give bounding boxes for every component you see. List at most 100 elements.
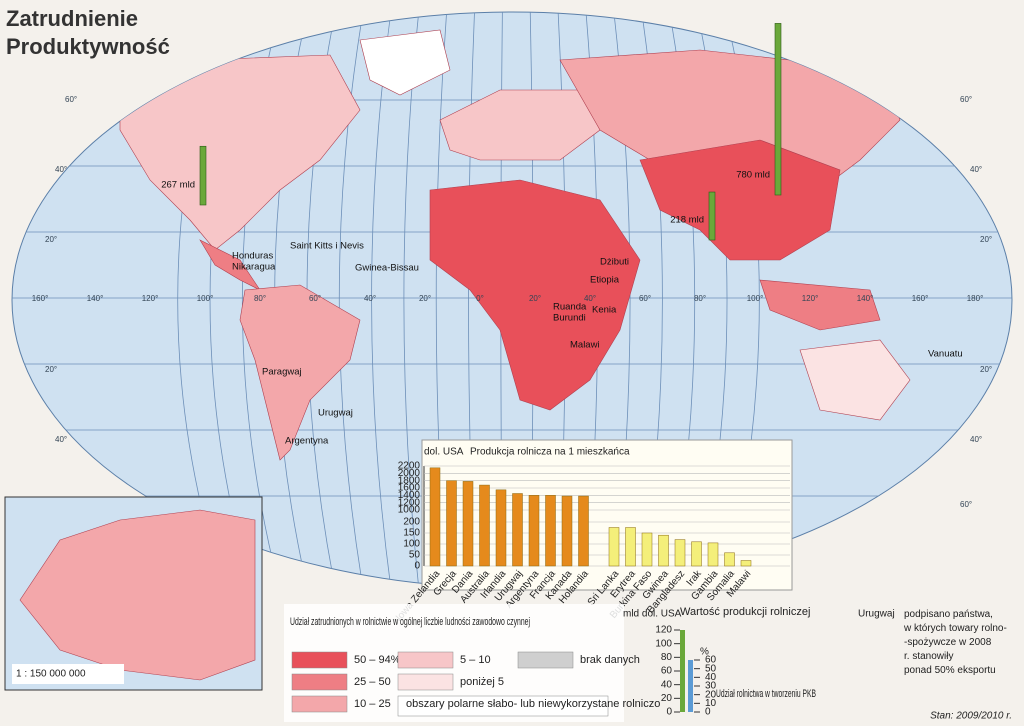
legend-tick-label: 50 (705, 663, 717, 674)
country-label: Malawi (570, 340, 600, 351)
country-label: Saint Kitts i Nevis (290, 241, 364, 252)
legend-tick-label: 40 (705, 672, 717, 683)
legend-swatch (517, 651, 574, 669)
value-bar (774, 23, 782, 196)
meridian (338, 12, 366, 588)
chart-unit: dol. USA (424, 447, 464, 458)
legend-title: Wartość produkcji rolniczej (680, 606, 810, 618)
inset-land (19, 509, 256, 681)
legend-swatch (291, 673, 348, 691)
legend-example: Urugwaj (858, 609, 895, 620)
legend-label: brak danych (580, 654, 640, 666)
legend-tick-label: 80 (661, 652, 673, 663)
graticule-label: 140° (857, 294, 874, 303)
graticule-label: 80° (694, 294, 706, 303)
legend-title: Udział rolnictwa w tworzeniu PKB (716, 688, 816, 700)
country-label: Burundi (553, 313, 586, 324)
graticule-label: 180° (967, 294, 984, 303)
graticule-label: 20° (529, 294, 541, 303)
legend-text: podpisano państwa, w których towary rolno… (903, 609, 1007, 676)
y-tick-label: 1400 (398, 490, 421, 501)
legend-bar (680, 630, 685, 712)
bar (561, 495, 573, 567)
y-tick-label: 1800 (398, 475, 421, 486)
bar (545, 495, 556, 567)
legend-tick-label: 10 (705, 698, 717, 709)
y-tick-label: 0 (414, 561, 420, 572)
legend-label: 10 – 25 (354, 698, 391, 710)
value-bar (199, 145, 207, 206)
bar (479, 484, 490, 567)
y-tick-label: 150 (403, 528, 420, 539)
legend-tick-label: 60 (705, 655, 717, 666)
bar (641, 532, 653, 567)
graticule-label: 60° (960, 95, 972, 104)
bar (528, 495, 540, 567)
legend-swatch (397, 673, 454, 691)
country-label: Vanuatu (928, 349, 963, 360)
graticule-label: 20° (980, 365, 992, 374)
bar (495, 489, 507, 567)
scale-box (12, 664, 124, 684)
graticule-label: 40° (584, 294, 596, 303)
legend-tick-label: 120 (655, 625, 672, 636)
bar (512, 493, 523, 567)
country-label: Paragwaj (262, 367, 302, 378)
bar (707, 542, 719, 567)
legend-title: Udział zatrudnionych w rolnictwie w ogól… (290, 616, 530, 628)
bar (674, 539, 686, 567)
legend-tick-label: 60 (661, 666, 673, 677)
graticule-label: 20° (45, 235, 57, 244)
value-label: 780 mld (736, 170, 770, 181)
graticule-label: 40° (970, 165, 982, 174)
graticule-label: 160° (32, 294, 49, 303)
legend-label: poniżej 5 (460, 676, 504, 688)
status: Stan: 2009/2010 r. (930, 711, 1012, 722)
legend-label: 25 – 50 (354, 676, 391, 688)
y-tick-label: 200 (403, 517, 420, 528)
bar (462, 481, 474, 567)
legend-swatch (397, 695, 609, 717)
graticule-label: 40° (970, 435, 982, 444)
bar (578, 495, 589, 567)
legend-unit: mld dol. USA (623, 609, 682, 620)
legend-swatch (397, 651, 454, 669)
graticule-label: 160° (912, 294, 929, 303)
country-label: Ruanda (553, 302, 587, 313)
legend-bar (688, 660, 693, 712)
country-label: Gwinea-Bissau (355, 263, 419, 274)
country-label: Argentyna (285, 436, 329, 447)
graticule-label: 140° (87, 294, 104, 303)
title: Zatrudnienie (6, 6, 138, 31)
continents (119, 29, 911, 461)
y-tick-label: 50 (409, 550, 421, 561)
bar (625, 527, 636, 567)
graticule-label: 40° (55, 165, 67, 174)
graticule-label: 20° (419, 294, 431, 303)
bar (724, 552, 735, 567)
legend-label: 50 – 94% (354, 654, 401, 666)
legend: Udział zatrudnionych w rolnictwie w ogól… (284, 604, 1007, 722)
scale: 1 : 150 000 000 (16, 669, 86, 680)
graticule-label: 60° (65, 95, 77, 104)
country-label: Urugwaj (318, 408, 353, 419)
bar (740, 560, 752, 567)
graticule-label: 120° (142, 294, 159, 303)
graticule-label: 100° (747, 294, 764, 303)
legend-tick-label: 30 (705, 681, 717, 692)
graticule-label: 120° (802, 294, 819, 303)
chart-title: Produkcja rolnicza na 1 mieszkańca (470, 447, 630, 458)
country-label: Etiopia (590, 275, 620, 286)
graticule-label: 0° (476, 294, 484, 303)
y-tick-label: 100 (403, 539, 420, 550)
y-tick-label: 1600 (398, 483, 421, 494)
bar (691, 541, 702, 567)
legend-swatch (291, 695, 348, 713)
graticule-label: 20° (45, 365, 57, 374)
legend-tick-label: 20 (705, 689, 717, 700)
value-label: 218 mld (670, 215, 704, 226)
legend-tick-label: 100 (655, 638, 672, 649)
y-tick-label: 2000 (398, 468, 421, 479)
title: Produktywność (6, 34, 170, 59)
